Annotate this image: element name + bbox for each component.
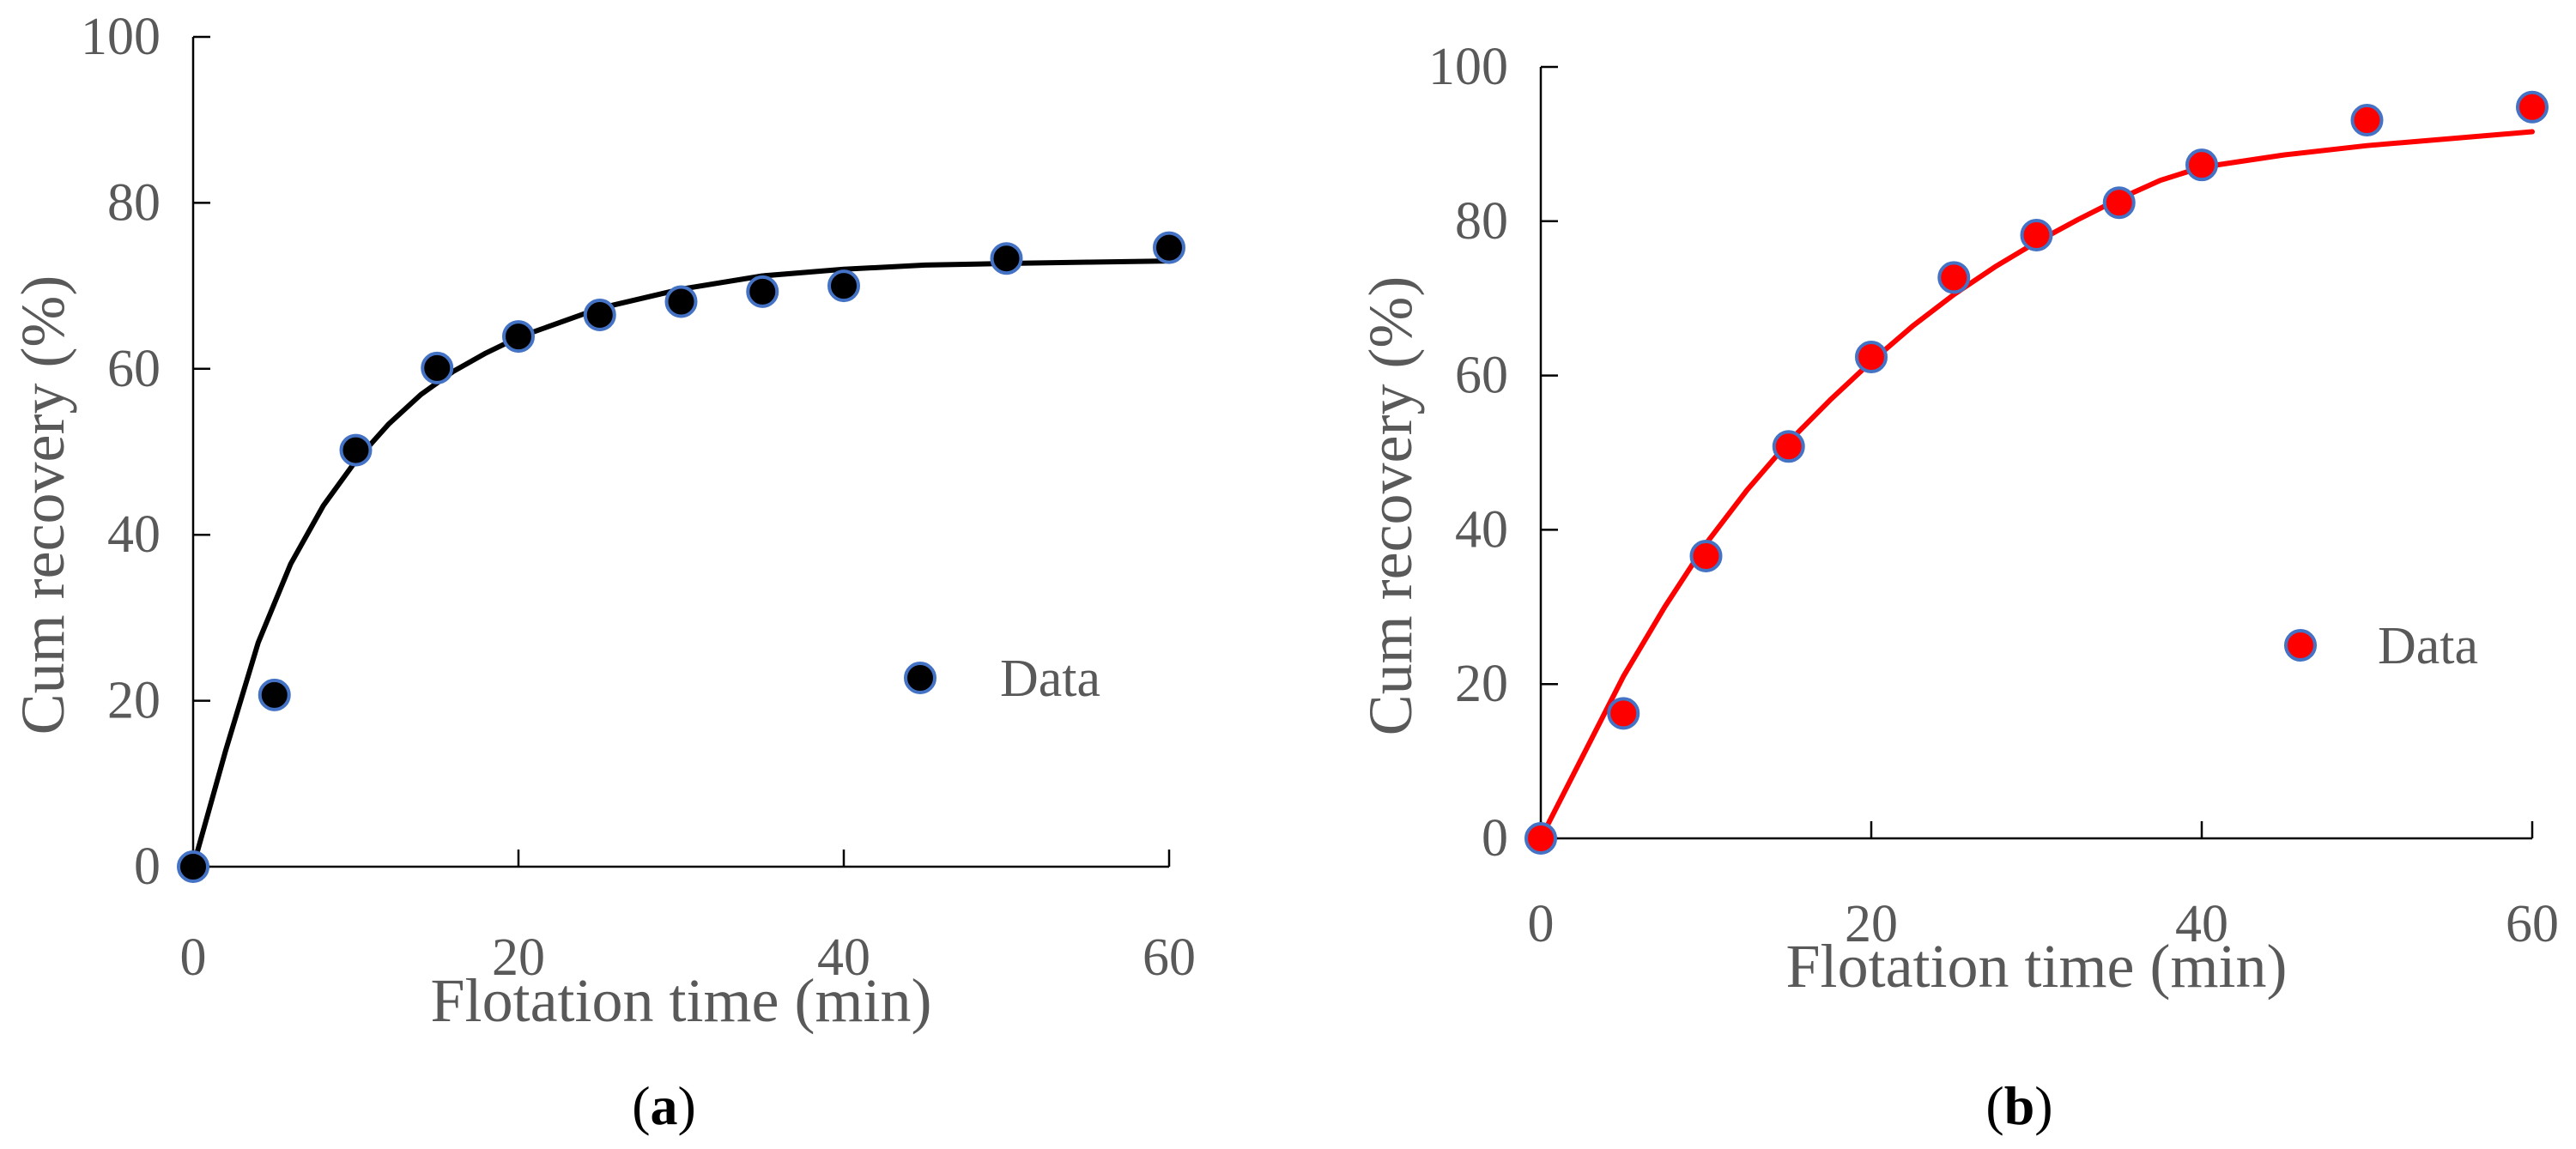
data-point (2020, 218, 2053, 251)
data-point (2516, 90, 2549, 124)
data-point (2185, 148, 2218, 182)
y-axis-title: Cum recovery (%) (1356, 276, 1425, 736)
y-tick-label: 20 (107, 672, 161, 730)
legend-label: Data (1000, 650, 1100, 708)
data-point (1607, 697, 1640, 730)
chart-panel-b: 0 20 40 60 80 100 0 20 40 60 Flotation time (min) C… (1356, 38, 2559, 1136)
y-tick-label: 100 (81, 8, 161, 66)
panel-label: (a) (632, 1075, 696, 1136)
legend-marker (904, 662, 936, 694)
x-tick-label: 20 (492, 928, 545, 987)
x-axis-title: Flotation time (min) (431, 966, 932, 1035)
y-tick-label: 40 (107, 505, 161, 564)
x-tick-label: 40 (2175, 895, 2228, 953)
data-point (664, 285, 698, 318)
chart-panel-a: 0 20 40 60 80 100 0 20 40 60 Flotation time (min) C… (9, 8, 1196, 1136)
data-point (421, 351, 454, 384)
data-point (1524, 822, 1557, 855)
data-point (1689, 539, 1723, 572)
data-point (258, 678, 291, 711)
x-tick-label: 0 (1528, 895, 1555, 953)
x-tick-label: 20 (1845, 895, 1898, 953)
data-point (339, 433, 373, 467)
y-tick-label: 80 (1455, 192, 1508, 251)
data-point (746, 275, 779, 308)
y-tick-label: 20 (1455, 655, 1508, 713)
data-point (1772, 430, 1805, 463)
fit-curve (191, 258, 1172, 869)
x-axis-title: Flotation time (min) (1786, 932, 2288, 1001)
fit-curve (1538, 129, 2535, 841)
data-point (827, 269, 860, 303)
data-point (990, 242, 1023, 275)
panel-label: (b) (1985, 1075, 2052, 1136)
y-tick-label: 100 (1428, 38, 1508, 96)
x-tick-label: 40 (817, 928, 870, 987)
x-tick-label: 60 (1143, 928, 1196, 987)
data-point (583, 298, 616, 331)
data-point (1153, 231, 1185, 264)
data-point (1937, 261, 1971, 294)
y-tick-label: 0 (134, 838, 161, 896)
y-axis-title: Cum recovery (%) (9, 275, 77, 735)
data-point (177, 850, 209, 883)
y-tick-label: 60 (1455, 347, 1508, 405)
x-tick-label: 60 (2506, 895, 2559, 953)
legend-marker (2284, 629, 2317, 662)
legend-label: Data (2378, 617, 2478, 675)
x-tick-label: 0 (180, 928, 207, 987)
data-point (2350, 104, 2384, 137)
data-point (1855, 341, 1888, 374)
data-point (502, 320, 535, 354)
y-tick-label: 60 (107, 340, 161, 398)
y-tick-label: 80 (107, 173, 161, 232)
y-tick-label: 0 (1482, 809, 1508, 868)
y-tick-label: 40 (1455, 500, 1508, 559)
data-point (2102, 186, 2136, 220)
